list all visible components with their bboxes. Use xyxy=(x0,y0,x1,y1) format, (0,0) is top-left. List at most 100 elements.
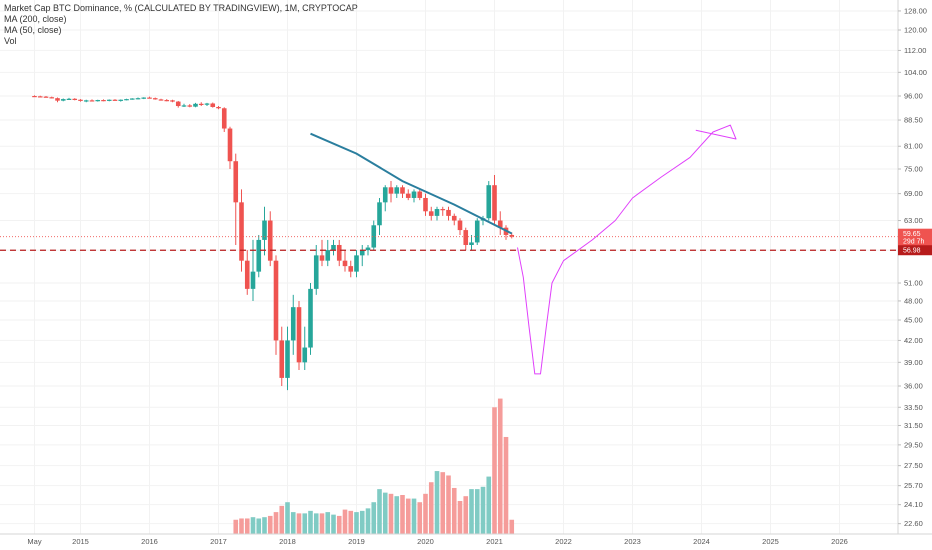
ma200-label[interactable]: MA (200, close) xyxy=(4,14,67,24)
volume-bar xyxy=(325,512,331,534)
candle-body xyxy=(210,103,216,107)
volume-bar xyxy=(239,518,244,534)
time-tick-label: 2019 xyxy=(348,537,365,546)
candle-body xyxy=(78,99,83,101)
candle xyxy=(394,185,400,198)
price-axis[interactable]: 128.00 120.00 112.00 104.00 96.00 88.50 81.00 7… xyxy=(897,0,927,534)
volume-bar xyxy=(233,519,239,534)
candle xyxy=(342,250,348,272)
candle xyxy=(170,99,175,103)
price-tick-label: 29.50 xyxy=(904,440,923,449)
candle xyxy=(89,99,95,102)
candle xyxy=(216,106,221,110)
price-tick-label: 39.00 xyxy=(904,358,923,367)
volume-bar xyxy=(296,513,302,534)
brush-projection-drawing[interactable] xyxy=(517,124,737,375)
candle-body xyxy=(239,202,244,261)
candle xyxy=(129,98,135,100)
chart-legend: Market Cap BTC Dominance, % (CALCULATED … xyxy=(4,3,358,47)
candle-body xyxy=(302,347,308,363)
candle-body xyxy=(428,211,434,216)
candle xyxy=(244,250,250,295)
candle-body xyxy=(308,288,313,348)
price-tick-label: 81.00 xyxy=(904,142,923,151)
volume-bar xyxy=(273,512,279,534)
price-tick-label: 88.50 xyxy=(904,116,923,125)
candle xyxy=(32,95,37,98)
price-tick-label: 33.50 xyxy=(904,403,923,412)
candle-body xyxy=(32,96,37,98)
candle-body xyxy=(164,100,170,102)
candle-body xyxy=(434,209,440,216)
candle-body xyxy=(279,340,285,378)
candle xyxy=(83,99,89,103)
volume-label[interactable]: Vol xyxy=(4,36,17,46)
level-price-tag xyxy=(898,245,932,256)
bar-countdown-label: 29d 7h xyxy=(903,239,925,246)
volume-bar xyxy=(279,505,285,534)
candle xyxy=(446,206,451,221)
candle xyxy=(66,97,72,100)
volume-bar xyxy=(319,513,325,534)
symbol-title[interactable]: Market Cap BTC Dominance, % (CALCULATED … xyxy=(4,3,358,13)
volume-bar xyxy=(440,472,446,534)
volume-bar xyxy=(285,502,290,534)
candle-body xyxy=(198,103,204,106)
candle-body xyxy=(83,100,89,102)
candle-body xyxy=(417,191,423,198)
candle-body xyxy=(463,230,469,245)
ma50-label[interactable]: MA (50, close) xyxy=(4,25,62,35)
price-tick-label: 31.50 xyxy=(904,421,923,430)
candle-body xyxy=(262,220,267,240)
candle-body xyxy=(313,255,319,289)
trendline[interactable] xyxy=(310,132,513,235)
volume-bar xyxy=(359,510,365,534)
candle-body xyxy=(72,98,78,100)
candle xyxy=(469,234,474,251)
candle xyxy=(204,102,210,107)
candle xyxy=(411,189,417,203)
candle-body xyxy=(250,271,256,289)
candle-body xyxy=(187,105,193,107)
candle-body xyxy=(244,260,250,289)
candle xyxy=(388,181,394,203)
volume-bar xyxy=(400,494,405,534)
volume-bar xyxy=(308,510,313,534)
candle-body xyxy=(106,99,112,101)
candle xyxy=(290,294,296,355)
volume-bar xyxy=(302,513,308,534)
time-tick-label: 2024 xyxy=(693,537,710,546)
volume-bar xyxy=(382,492,388,534)
time-tick-label: 2018 xyxy=(279,537,296,546)
candle-body xyxy=(365,247,371,251)
time-axis[interactable]: May 2015 2016 2017 2018 2019 2020 2021 2022 2023 2… xyxy=(0,533,932,546)
candle xyxy=(233,153,239,245)
candle xyxy=(250,239,256,301)
candle xyxy=(336,239,342,267)
candle xyxy=(451,213,457,226)
candle xyxy=(158,98,164,101)
candle xyxy=(382,185,388,212)
candle xyxy=(354,250,359,278)
candle xyxy=(147,96,152,99)
candle-body xyxy=(95,100,101,102)
level-price-label: 56.98 xyxy=(903,248,921,255)
candle-body xyxy=(216,106,221,109)
volume-bar xyxy=(290,512,296,534)
time-tick-label: 2021 xyxy=(486,537,503,546)
candle xyxy=(221,107,227,132)
candle xyxy=(440,206,446,216)
candle xyxy=(279,326,285,386)
candle xyxy=(152,97,158,100)
candle xyxy=(474,218,480,245)
candle-body xyxy=(43,96,49,98)
candle xyxy=(49,96,55,99)
candle xyxy=(423,193,428,216)
candle-body xyxy=(55,98,60,101)
candle-body xyxy=(141,97,147,99)
candle xyxy=(405,189,411,201)
price-tick-label: 104.00 xyxy=(904,68,927,77)
candle xyxy=(210,102,216,108)
price-tick-label: 24.10 xyxy=(904,500,923,509)
